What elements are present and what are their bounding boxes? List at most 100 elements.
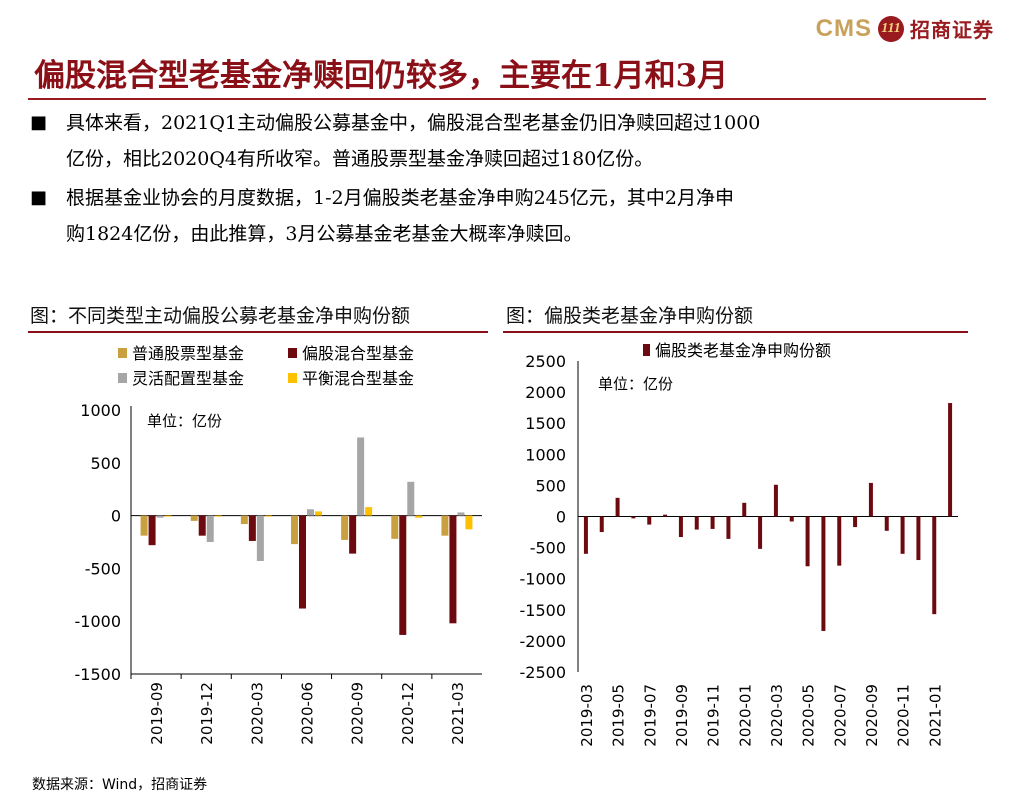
x-tick-label: 2021-01 — [926, 684, 944, 747]
x-tick-label: 2019-12 — [198, 682, 216, 745]
x-tick-label: 2019-11 — [705, 684, 723, 747]
bar — [615, 497, 620, 517]
bar — [190, 515, 198, 521]
chart-1-title-rule — [28, 331, 488, 333]
chart-2-title-rule — [503, 331, 968, 333]
bar — [291, 515, 298, 545]
x-tick-label: 2019-09 — [673, 684, 691, 747]
chart-1-title: 图：不同类型主动偏股公募老基金净申购份额 — [30, 305, 411, 327]
x-tick-label: 2020-09 — [349, 682, 367, 745]
bullet-2-line-2: 购1824亿份，由此推算，3月公募基金老基金大概率净赎回。 — [66, 223, 583, 245]
y-tick-label: 500 — [535, 476, 566, 495]
bar — [663, 514, 668, 517]
bar — [415, 515, 423, 518]
x-tick-label: 2020-03 — [248, 682, 266, 745]
y-tick-label: 0 — [556, 508, 566, 527]
y-tick-label: 2000 — [525, 383, 566, 402]
x-tick-label: 2020-11 — [895, 684, 913, 747]
y-tick-label: 500 — [90, 454, 121, 473]
y-tick-label: -500 — [530, 539, 566, 558]
bar — [821, 516, 826, 631]
bar — [678, 516, 683, 538]
x-tick-label: 2020-01 — [736, 684, 754, 747]
y-tick-label: -2500 — [520, 663, 567, 682]
legend-label: 偏股混合型基金 — [302, 344, 414, 363]
slide-title: 偏股混合型老基金净赎回仍较多，主要在1月和3月 — [34, 58, 729, 94]
logo-cms-text: CMS — [815, 14, 872, 42]
legend-label: 普通股票型基金 — [132, 344, 244, 363]
y-tick-label: -1500 — [75, 665, 122, 684]
y-tick-label: 0 — [111, 507, 121, 526]
y-tick-label: -1000 — [75, 612, 122, 631]
logo-mark-icon: 111 — [878, 15, 904, 42]
legend-swatch — [643, 344, 650, 356]
y-tick-label: -500 — [85, 559, 121, 578]
bar — [156, 515, 164, 518]
x-tick-label: 2020-06 — [299, 682, 317, 745]
unit-label: 单位：亿份 — [147, 412, 222, 430]
bar — [307, 509, 314, 516]
bar — [140, 515, 148, 536]
bar — [853, 516, 858, 528]
x-tick-label: 2020-07 — [831, 684, 849, 747]
legend-swatch — [118, 373, 127, 383]
bar — [198, 515, 206, 536]
bar — [758, 516, 763, 549]
x-tick-label: 2020-09 — [863, 684, 881, 747]
x-tick-label: 2019-03 — [578, 684, 596, 747]
bar — [868, 482, 873, 517]
bar — [407, 481, 415, 516]
bar — [341, 515, 349, 540]
bullet-1-line-2: 亿份，相比2020Q4有所收窄。普通股票型基金净赎回超过180亿份。 — [66, 148, 654, 170]
bar — [457, 512, 465, 516]
chart-2-monthly-bar-chart: 2500 2000 1500 1000 500 0 -500 -1000 -1500 -2000 -… — [520, 341, 958, 747]
y-tick-label: -2000 — [520, 632, 567, 651]
bar — [694, 516, 699, 530]
bar — [349, 515, 357, 554]
legend-swatch — [118, 348, 127, 358]
bar — [900, 516, 905, 554]
bar — [315, 511, 322, 516]
bar — [248, 515, 256, 541]
bar — [773, 484, 778, 517]
y-tick-label: -1500 — [520, 601, 567, 620]
bar — [710, 516, 715, 529]
bar — [742, 502, 747, 517]
brand-logo: CMS 111 招商证券 — [816, 14, 994, 43]
bar — [264, 515, 272, 517]
bullet-square-icon: ■ — [30, 112, 48, 133]
bar — [357, 437, 365, 516]
y-tick-label: 1500 — [525, 414, 566, 433]
title-divider — [28, 98, 986, 100]
unit-label: 单位：亿份 — [598, 375, 673, 393]
bar — [789, 516, 794, 522]
bar — [948, 403, 953, 517]
bar — [299, 515, 306, 609]
x-tick-label: 2019-07 — [641, 684, 659, 747]
bar — [583, 516, 588, 554]
bar — [932, 516, 937, 615]
bar — [256, 515, 264, 562]
bar — [884, 516, 889, 531]
data-source-note: 数据来源：Wind，招商证券 — [32, 777, 208, 793]
y-tick-label: 1000 — [525, 445, 566, 464]
legend-swatch — [288, 373, 297, 383]
chart-1-fund-type-bar-chart: 1000 500 0 -500 -1000 -1500 单位：亿份 2019-09 2019-1… — [75, 344, 482, 745]
y-tick-label: 1000 — [80, 401, 121, 420]
bullet-square-icon: ■ — [30, 187, 48, 208]
x-tick-label: 2019-09 — [148, 682, 166, 745]
x-tick-label: 2020-05 — [800, 684, 818, 747]
bar — [164, 515, 172, 517]
bar — [631, 516, 636, 519]
bar — [449, 515, 457, 624]
bar — [399, 515, 407, 635]
bar — [647, 516, 652, 525]
y-tick-label: 2500 — [525, 352, 566, 371]
bullet-2-line-1: 根据基金业协会的月度数据，1-2月偏股类老基金净申购245亿元，其中2月净申 — [66, 187, 734, 209]
bar — [365, 507, 373, 516]
bar — [214, 515, 222, 517]
legend-label: 平衡混合型基金 — [302, 369, 414, 388]
bullet-1-line-1: 具体来看，2021Q1主动偏股公募基金中，偏股混合型老基金仍旧净赎回超过1000 — [66, 112, 761, 134]
y-tick-label: -1000 — [520, 570, 567, 589]
legend-label: 灵活配置型基金 — [132, 369, 244, 388]
